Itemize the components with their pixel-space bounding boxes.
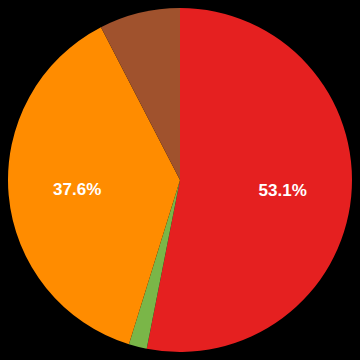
data-labels: 53.1% 37.6% — [53, 180, 307, 200]
pie: 53.1% 37.6% — [8, 8, 352, 352]
chart: 53.1% 37.6% — [0, 0, 360, 360]
data-label: 37.6% — [53, 180, 101, 199]
slice — [101, 8, 180, 180]
data-label: 53.1% — [259, 181, 307, 200]
background — [0, 0, 360, 360]
slices — [8, 8, 352, 352]
